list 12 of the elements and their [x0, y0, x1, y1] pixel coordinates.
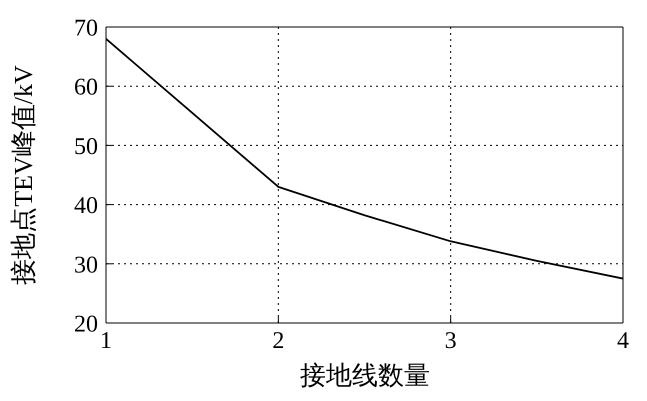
x-tick-label: 4 — [617, 328, 629, 354]
y-axis-title: 接地点TEV峰值/kV — [9, 64, 39, 284]
y-tick-label: 70 — [74, 16, 98, 42]
x-tick-label: 1 — [100, 328, 112, 354]
x-tick-label: 3 — [444, 328, 457, 354]
x-tick-label: 2 — [272, 328, 284, 354]
y-tick-label: 30 — [74, 252, 98, 278]
y-tick-label: 20 — [74, 312, 98, 338]
y-tick-label: 50 — [74, 134, 98, 160]
x-axis-title: 接地线数量 — [299, 361, 431, 391]
y-tick-label: 60 — [74, 74, 98, 101]
y-tick-label: 40 — [74, 193, 98, 220]
